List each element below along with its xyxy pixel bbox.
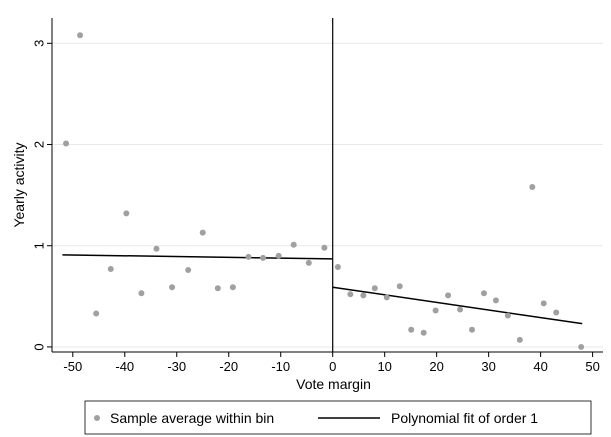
- x-tick-label: -20: [219, 359, 238, 374]
- scatter-point: [432, 307, 439, 314]
- scatter-point: [107, 266, 114, 273]
- fit-line-right: [332, 286, 583, 325]
- scatter-point: [199, 229, 206, 236]
- scatter-point: [305, 259, 312, 266]
- scatter-point: [371, 285, 378, 292]
- scatter-point: [516, 336, 523, 343]
- scatter-point: [138, 290, 145, 297]
- scatter-point: [383, 294, 390, 301]
- scatter-point: [420, 329, 427, 336]
- scatter-point: [360, 292, 367, 299]
- scatter-point: [445, 292, 452, 299]
- scatter-point: [290, 241, 297, 248]
- x-tick-label: 10: [377, 359, 391, 374]
- scatter-point: [123, 210, 130, 217]
- scatter-point: [63, 140, 70, 147]
- x-tick-label: -30: [167, 359, 186, 374]
- scatter-point: [480, 290, 487, 297]
- grid-lines: [52, 42, 603, 348]
- scatter-point: [469, 326, 476, 333]
- scatter-point: [529, 184, 536, 191]
- fit-line-left: [62, 254, 333, 260]
- y-tick-label: 3: [31, 40, 46, 47]
- scatter-point: [245, 253, 252, 260]
- scatter-point: [504, 312, 511, 319]
- y-axis-ticks: 0 1 2 3: [31, 40, 52, 351]
- y-axis-title: Yearly activity: [11, 142, 27, 227]
- scatter-point: [321, 244, 328, 251]
- scatter-point: [408, 326, 415, 333]
- scatter-point: [229, 284, 236, 291]
- legend-entry-sample-average: Sample average within bin: [110, 410, 274, 426]
- scatter-point: [457, 306, 464, 313]
- axes: [51, 18, 603, 353]
- legend: Sample average within bin Polynomial fit…: [84, 400, 592, 435]
- y-tick-label: 0: [31, 343, 46, 350]
- x-tick-label: 40: [533, 359, 547, 374]
- x-axis-title: Vote margin: [296, 376, 371, 392]
- scatter-point: [492, 297, 499, 304]
- scatter-point: [260, 254, 267, 261]
- x-tick-label: -10: [271, 359, 290, 374]
- x-tick-label: 50: [585, 359, 599, 374]
- scatter-point: [93, 310, 100, 317]
- scatter-point: [553, 309, 560, 316]
- x-axis-ticks: -50 -40 -30 -20 -10 0 10 20 30 40 50: [63, 352, 600, 374]
- scatter-point: [275, 252, 282, 259]
- scatter-point: [347, 291, 354, 298]
- scatter-point: [169, 284, 176, 291]
- scatter-point: [185, 267, 192, 274]
- y-tick-label: 1: [31, 242, 46, 249]
- x-tick-label: -40: [115, 359, 134, 374]
- x-tick-label: 30: [481, 359, 495, 374]
- legend-entry-polynomial-fit: Polynomial fit of order 1: [391, 410, 538, 426]
- legend-dot-marker: [94, 415, 100, 421]
- scatter-point: [214, 285, 221, 292]
- scatter-point: [396, 283, 403, 290]
- x-tick-label: -50: [63, 359, 82, 374]
- scatter-points: [63, 32, 585, 350]
- fit-lines: [62, 254, 583, 325]
- scatter-point: [153, 245, 160, 252]
- x-tick-label: 20: [429, 359, 443, 374]
- scatter-point: [334, 263, 341, 270]
- y-tick-label: 2: [31, 141, 46, 148]
- x-tick-label: 0: [329, 359, 336, 374]
- scatter-point: [540, 300, 547, 307]
- scatter-point: [578, 343, 585, 350]
- scatter-point: [77, 32, 84, 39]
